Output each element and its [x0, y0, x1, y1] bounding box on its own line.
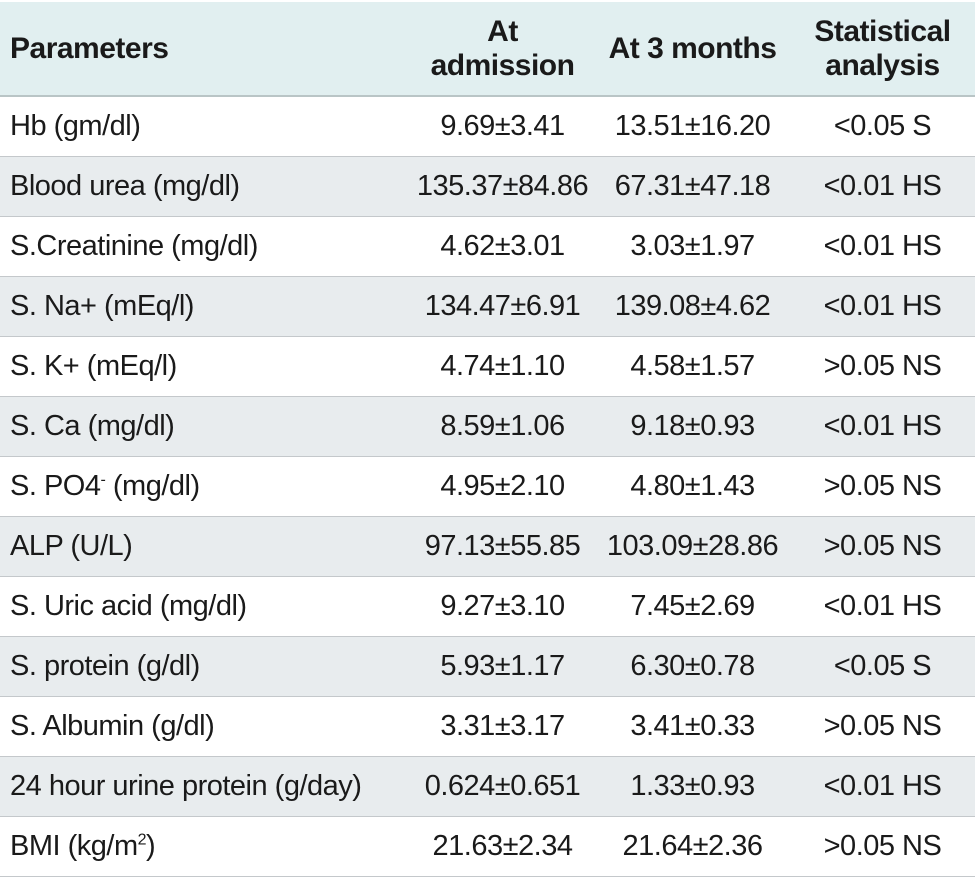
table-row: Hb (gm/dl) 9.69±3.41 13.51±16.20 <0.05 S	[0, 96, 975, 157]
param-main: BMI (kg/m	[10, 829, 138, 862]
table-row: Blood urea (mg/dl) 135.37±84.86 67.31±47…	[0, 156, 975, 217]
cell-at-admission: 97.13±55.85	[410, 516, 595, 577]
header-at-admission: At admission	[410, 0, 595, 97]
cell-at-admission: 4.62±3.01	[410, 216, 595, 277]
cell-parameter: ALP (U/L)	[0, 516, 410, 577]
cell-statistical-analysis: >0.05 NS	[790, 516, 975, 577]
cell-at-3-months: 67.31±47.18	[595, 156, 790, 217]
cell-statistical-analysis: <0.05 S	[790, 636, 975, 697]
cell-parameter: S. protein (g/dl)	[0, 636, 410, 697]
cell-parameter: Hb (gm/dl)	[0, 96, 410, 157]
cell-statistical-analysis: <0.01 HS	[790, 276, 975, 337]
cell-parameter: S. PO4- (mg/dl)	[0, 456, 410, 517]
cell-statistical-analysis: <0.01 HS	[790, 156, 975, 217]
cell-at-3-months: 21.64±2.36	[595, 816, 790, 877]
cell-at-admission: 3.31±3.17	[410, 696, 595, 757]
cell-parameter: BMI (kg/m2)	[0, 816, 410, 877]
cell-parameter: S. Na+ (mEq/l)	[0, 276, 410, 337]
param-rest: )	[146, 829, 156, 862]
cell-at-admission: 9.69±3.41	[410, 96, 595, 157]
table-row: ALP (U/L) 97.13±55.85 103.09±28.86 >0.05…	[0, 516, 975, 577]
cell-at-admission: 135.37±84.86	[410, 156, 595, 217]
cell-statistical-analysis: <0.01 HS	[790, 216, 975, 277]
cell-statistical-analysis: <0.01 HS	[790, 756, 975, 817]
cell-parameter: Blood urea (mg/dl)	[0, 156, 410, 217]
cell-at-3-months: 13.51±16.20	[595, 96, 790, 157]
cell-statistical-analysis: <0.01 HS	[790, 396, 975, 457]
table-row: S. Na+ (mEq/l) 134.47±6.91 139.08±4.62 <…	[0, 276, 975, 337]
header-row: Parameters At admission At 3 months Stat…	[0, 0, 975, 97]
cell-statistical-analysis: >0.05 NS	[790, 336, 975, 397]
cell-at-3-months: 4.58±1.57	[595, 336, 790, 397]
cell-at-admission: 134.47±6.91	[410, 276, 595, 337]
header-parameters: Parameters	[0, 0, 410, 97]
cell-at-3-months: 7.45±2.69	[595, 576, 790, 637]
cell-statistical-analysis: >0.05 NS	[790, 816, 975, 877]
cell-statistical-analysis: >0.05 NS	[790, 696, 975, 757]
cell-parameter: S.Creatinine (mg/dl)	[0, 216, 410, 277]
cell-parameter: S. Albumin (g/dl)	[0, 696, 410, 757]
cell-at-admission: 5.93±1.17	[410, 636, 595, 697]
cell-at-admission: 8.59±1.06	[410, 396, 595, 457]
header-statistical-analysis: Statistical analysis	[790, 0, 975, 97]
param-rest: (mg/dl)	[105, 469, 200, 502]
cell-at-3-months: 103.09±28.86	[595, 516, 790, 577]
table-row: S. Uric acid (mg/dl) 9.27±3.10 7.45±2.69…	[0, 576, 975, 637]
cell-at-3-months: 9.18±0.93	[595, 396, 790, 457]
table-row: S. PO4- (mg/dl) 4.95±2.10 4.80±1.43 >0.0…	[0, 456, 975, 517]
table-row: S. K+ (mEq/l) 4.74±1.10 4.58±1.57 >0.05 …	[0, 336, 975, 397]
cell-parameter: 24 hour urine protein (g/day)	[0, 756, 410, 817]
cell-statistical-analysis: <0.05 S	[790, 96, 975, 157]
table-header: Parameters At admission At 3 months Stat…	[0, 0, 975, 97]
cell-at-admission: 21.63±2.34	[410, 816, 595, 877]
cell-parameter: S. Ca (mg/dl)	[0, 396, 410, 457]
table-row: S. protein (g/dl) 5.93±1.17 6.30±0.78 <0…	[0, 636, 975, 697]
cell-at-3-months: 6.30±0.78	[595, 636, 790, 697]
table-row: 24 hour urine protein (g/day) 0.624±0.65…	[0, 756, 975, 817]
cell-at-admission: 9.27±3.10	[410, 576, 595, 637]
table-row: S.Creatinine (mg/dl) 4.62±3.01 3.03±1.97…	[0, 216, 975, 277]
cell-statistical-analysis: <0.01 HS	[790, 576, 975, 637]
cell-at-admission: 4.74±1.10	[410, 336, 595, 397]
cell-at-admission: 0.624±0.651	[410, 756, 595, 817]
cell-parameter: S. K+ (mEq/l)	[0, 336, 410, 397]
table-row: S. Ca (mg/dl) 8.59±1.06 9.18±0.93 <0.01 …	[0, 396, 975, 457]
table-row: BMI (kg/m2) 21.63±2.34 21.64±2.36 >0.05 …	[0, 816, 975, 877]
cell-statistical-analysis: >0.05 NS	[790, 456, 975, 517]
cell-at-admission: 4.95±2.10	[410, 456, 595, 517]
cell-parameter: S. Uric acid (mg/dl)	[0, 576, 410, 637]
param-superscript: -	[100, 470, 106, 488]
header-at-3-months: At 3 months	[595, 0, 790, 97]
table-row: S. Albumin (g/dl) 3.31±3.17 3.41±0.33 >0…	[0, 696, 975, 757]
cell-at-3-months: 3.41±0.33	[595, 696, 790, 757]
param-superscript: 2	[137, 830, 147, 848]
param-main: S. PO4	[10, 469, 101, 502]
cell-at-3-months: 4.80±1.43	[595, 456, 790, 517]
cell-at-3-months: 3.03±1.97	[595, 216, 790, 277]
cell-at-3-months: 1.33±0.93	[595, 756, 790, 817]
cell-at-3-months: 139.08±4.62	[595, 276, 790, 337]
table-body: Hb (gm/dl) 9.69±3.41 13.51±16.20 <0.05 S…	[0, 96, 975, 877]
